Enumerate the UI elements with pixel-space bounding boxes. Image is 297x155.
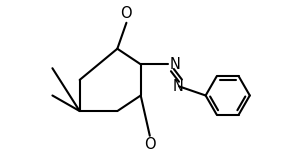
Text: O: O [121,7,132,22]
Text: O: O [144,137,156,152]
Text: N: N [173,79,184,94]
Text: N: N [169,57,180,72]
